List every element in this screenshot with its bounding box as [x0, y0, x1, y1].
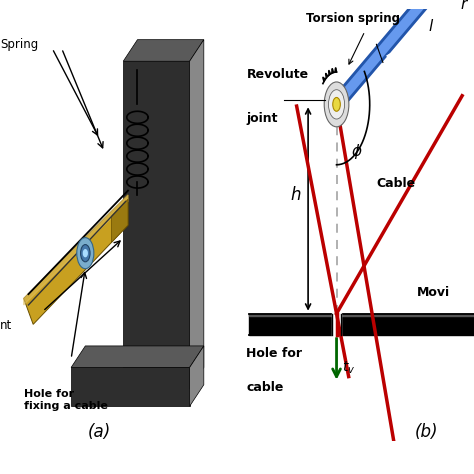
- Text: $\phi$: $\phi$: [351, 142, 362, 161]
- Text: nt: nt: [0, 319, 12, 332]
- Text: (a): (a): [88, 422, 111, 440]
- Text: $h$: $h$: [290, 186, 301, 204]
- Text: (b): (b): [415, 422, 438, 440]
- Text: Cable: Cable: [377, 177, 416, 191]
- Bar: [332, 313, 341, 336]
- Text: Movi: Movi: [417, 286, 450, 299]
- Polygon shape: [123, 40, 204, 61]
- Text: Revolute: Revolute: [246, 69, 309, 82]
- Text: Torsion spring: Torsion spring: [306, 12, 400, 26]
- Circle shape: [333, 98, 340, 111]
- Circle shape: [81, 245, 90, 262]
- Polygon shape: [190, 346, 204, 406]
- Polygon shape: [111, 199, 128, 242]
- Polygon shape: [190, 40, 204, 389]
- Bar: [249, 314, 474, 335]
- Polygon shape: [24, 195, 128, 305]
- Bar: [249, 314, 474, 316]
- Text: $l$: $l$: [428, 18, 435, 34]
- Bar: [123, 61, 190, 389]
- Bar: [71, 367, 190, 406]
- Text: Hole for
fixing a cable: Hole for fixing a cable: [24, 389, 108, 410]
- Polygon shape: [24, 195, 128, 324]
- Circle shape: [83, 250, 87, 256]
- Text: Spring: Spring: [0, 38, 38, 51]
- Text: joint: joint: [246, 112, 278, 125]
- Text: Rigid-li: Rigid-li: [385, 33, 426, 64]
- Circle shape: [324, 82, 349, 127]
- Text: cable: cable: [246, 381, 284, 394]
- Text: Hole for: Hole for: [246, 346, 302, 360]
- Circle shape: [77, 237, 94, 269]
- Circle shape: [328, 90, 345, 119]
- Polygon shape: [71, 346, 204, 367]
- Text: $r$: $r$: [460, 0, 469, 12]
- Text: $t_v$: $t_v$: [342, 360, 356, 376]
